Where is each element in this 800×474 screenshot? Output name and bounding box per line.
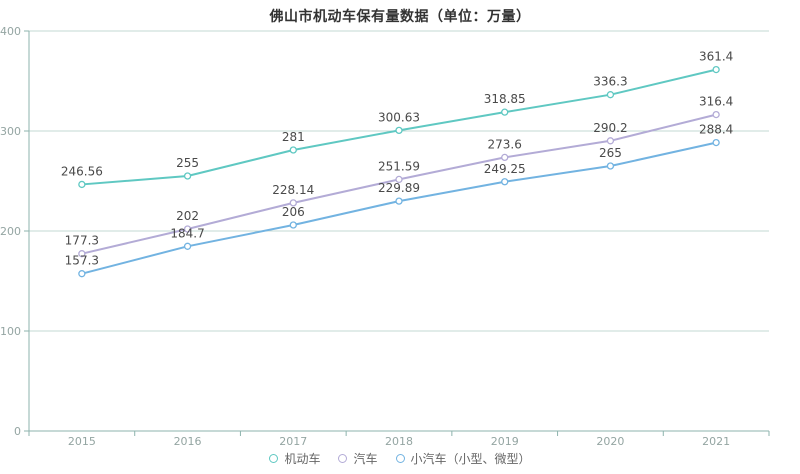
data-point-small-cars [606,162,615,170]
data-point-automobiles [183,225,192,233]
data-point-small-cars [501,178,509,186]
data-label-automobiles: 290.2 [593,121,627,135]
y-axis-label: 0 [14,425,21,438]
data-label-motor-vehicles: 300.63 [378,110,420,124]
data-point-small-cars [183,242,192,250]
data-point-motor-vehicles [606,91,615,99]
legend-marker-motor-vehicles [269,453,279,463]
chart-title: 佛山市机动车保有量数据（单位：万量） [269,9,531,25]
data-label-automobiles: 202 [176,209,199,223]
data-label-automobiles: 177.3 [65,234,99,248]
x-axis-label: 2015 [68,435,96,448]
x-axis-label: 2018 [385,435,413,448]
y-axis-label: 300 [0,125,21,138]
data-point-small-cars [395,197,403,205]
legend-item-small-cars[interactable]: 小汽车（小型、微型） [395,450,531,467]
x-axis-label: 2020 [596,435,624,448]
data-point-small-cars [78,270,86,278]
x-axis-label: 2016 [174,435,202,448]
data-point-automobiles [395,175,403,184]
data-label-motor-vehicles: 255 [176,156,199,170]
data-label-small-cars: 249.25 [484,162,526,176]
data-point-automobiles [712,110,720,119]
data-point-motor-vehicles [501,108,509,116]
legend-item-automobiles[interactable]: 汽车 [338,450,378,467]
y-axis-label: 100 [0,325,21,338]
y-axis-label: 400 [0,25,21,38]
data-label-small-cars: 288.4 [699,123,733,137]
data-label-small-cars: 229.89 [378,181,420,195]
x-axis-label: 2017 [279,435,307,448]
legend-label-automobiles: 汽车 [353,451,378,466]
data-label-small-cars: 184.7 [170,226,204,240]
data-label-automobiles: 228.14 [272,183,314,197]
data-point-automobiles [78,250,86,258]
data-point-small-cars [712,138,720,147]
data-point-automobiles [606,137,615,145]
y-axis-label: 200 [0,225,21,238]
x-axis-label: 2021 [702,435,730,448]
data-point-automobiles [501,153,509,162]
data-label-automobiles: 273.6 [488,137,522,151]
data-label-motor-vehicles: 361.4 [699,50,733,64]
legend-marker-small-cars [395,453,405,463]
data-label-motor-vehicles: 246.56 [61,164,103,178]
data-label-motor-vehicles: 336.3 [593,75,627,89]
data-label-motor-vehicles: 318.85 [484,92,526,106]
data-point-motor-vehicles [289,146,297,154]
legend-marker-automobiles [338,453,348,463]
data-label-automobiles: 316.4 [699,95,733,109]
data-point-automobiles [289,199,297,207]
data-label-motor-vehicles: 281 [282,130,305,144]
data-point-motor-vehicles [712,65,720,74]
data-point-small-cars [289,221,297,229]
data-point-motor-vehicles [78,180,86,189]
data-label-small-cars: 206 [282,205,305,219]
x-axis-label: 2019 [491,435,519,448]
data-label-small-cars: 265 [599,146,622,160]
data-label-small-cars: 157.3 [65,254,99,268]
legend-item-motor-vehicles[interactable]: 机动车 [269,450,320,467]
legend-label-small-cars: 小汽车（小型、微型） [410,451,531,466]
legend-label-motor-vehicles: 机动车 [284,451,321,466]
data-point-motor-vehicles [183,172,192,180]
legend: 机动车 汽车 小汽车（小型、微型） [0,448,800,468]
data-label-automobiles: 251.59 [378,159,420,173]
data-point-motor-vehicles [395,126,403,135]
